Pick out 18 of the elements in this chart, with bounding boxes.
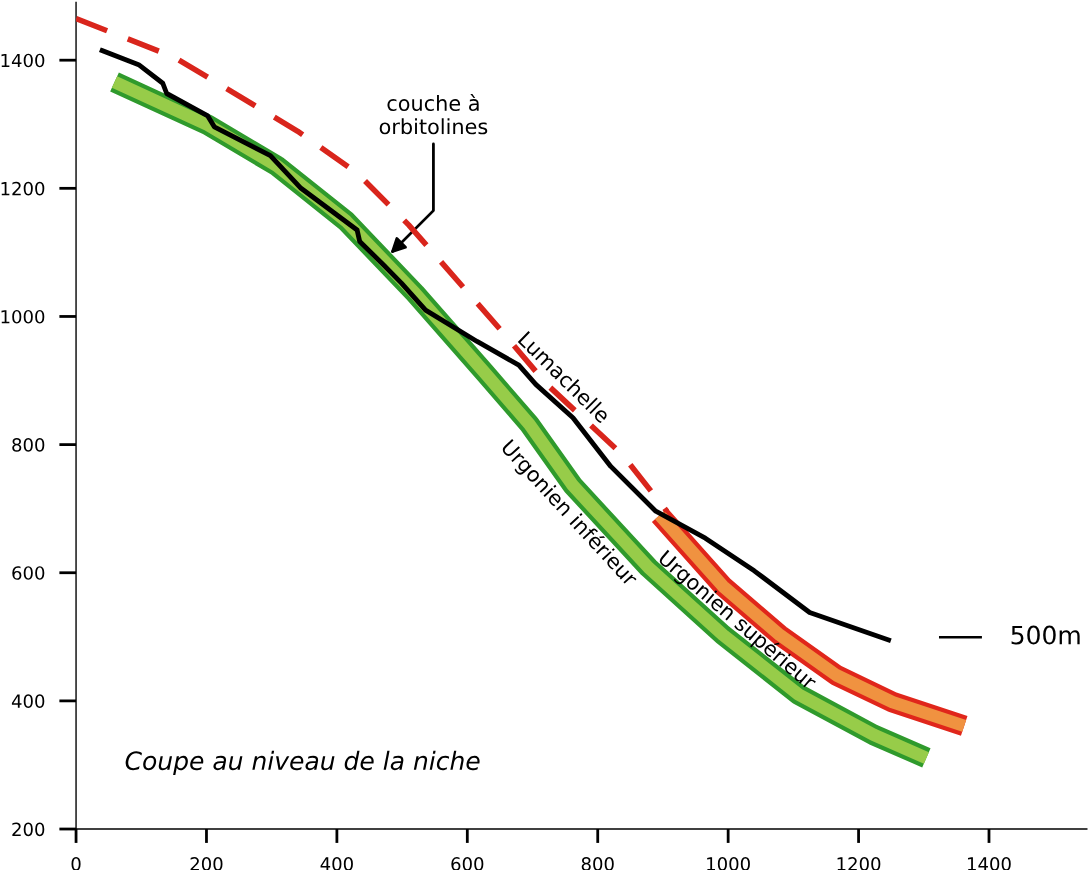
y-tick-label: 1000: [1, 309, 45, 324]
y-tick-label: 800: [12, 438, 45, 452]
y-tick-label: 1400: [1, 53, 45, 68]
y-tick-label: 200: [12, 822, 45, 837]
x-tick-label: 200: [190, 857, 223, 870]
annotation: Coupe au niveau de la niche: [125, 750, 480, 775]
annotation: couche à orbitolines: [379, 94, 488, 135]
x-tick-label: 400: [320, 857, 353, 870]
x-tick-label: 1400: [968, 857, 1011, 870]
x-tick-label: 1200: [837, 857, 881, 870]
annotation: 500m: [1011, 625, 1080, 645]
y-tick-label: 1200: [1, 181, 45, 196]
x-tick-label: 1000: [707, 857, 750, 870]
x-tick-label: 600: [451, 857, 484, 870]
x-tick-label: 0: [71, 857, 81, 870]
y-tick-label: 400: [11, 694, 45, 708]
y-tick-label: 600: [12, 566, 45, 580]
x-tick-label: 800: [581, 857, 614, 870]
